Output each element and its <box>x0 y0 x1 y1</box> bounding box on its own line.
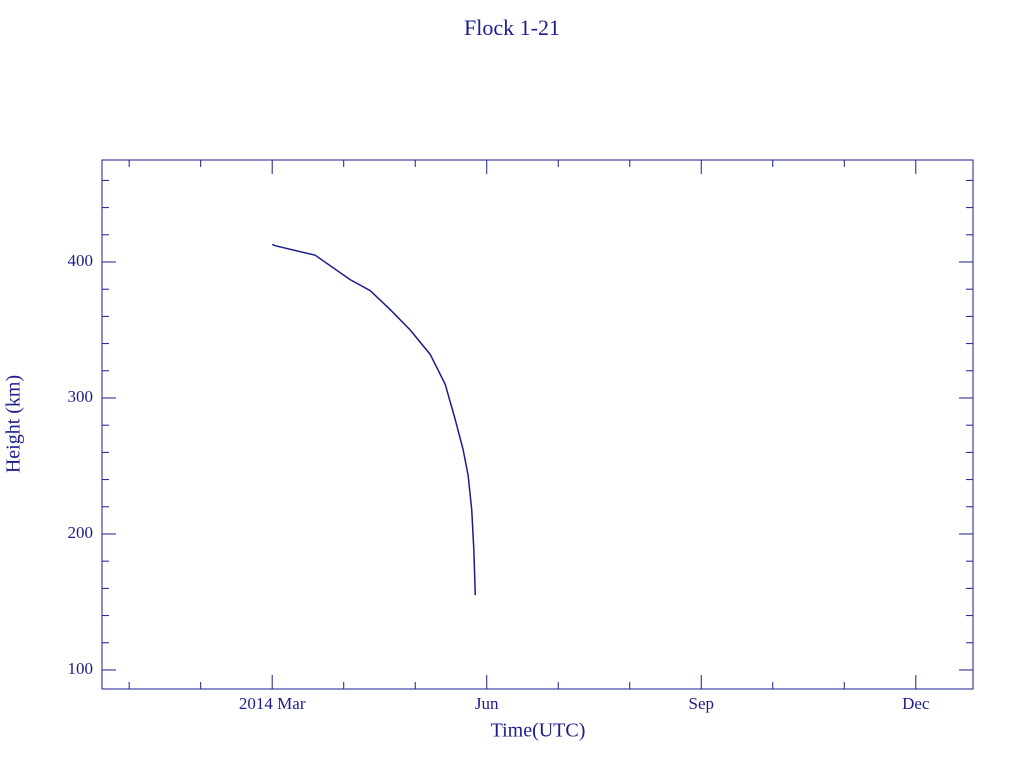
x-tick-label: Sep <box>689 694 715 713</box>
y-tick-label: 100 <box>68 659 94 678</box>
x-tick-label: Dec <box>902 694 930 713</box>
data-line <box>271 243 477 596</box>
y-tick-label: 300 <box>68 387 94 406</box>
y-axis-label: Height (km) <box>3 375 25 473</box>
x-tick-label: 2014 Mar <box>239 694 306 713</box>
y-tick-label: 400 <box>68 251 94 270</box>
y-tick-label: 200 <box>68 523 94 542</box>
x-tick-label: Jun <box>475 694 499 713</box>
plot-frame <box>101 159 974 690</box>
chart-title: Flock 1-21 <box>464 15 560 40</box>
x-axis-label: Time(UTC) <box>491 720 586 742</box>
